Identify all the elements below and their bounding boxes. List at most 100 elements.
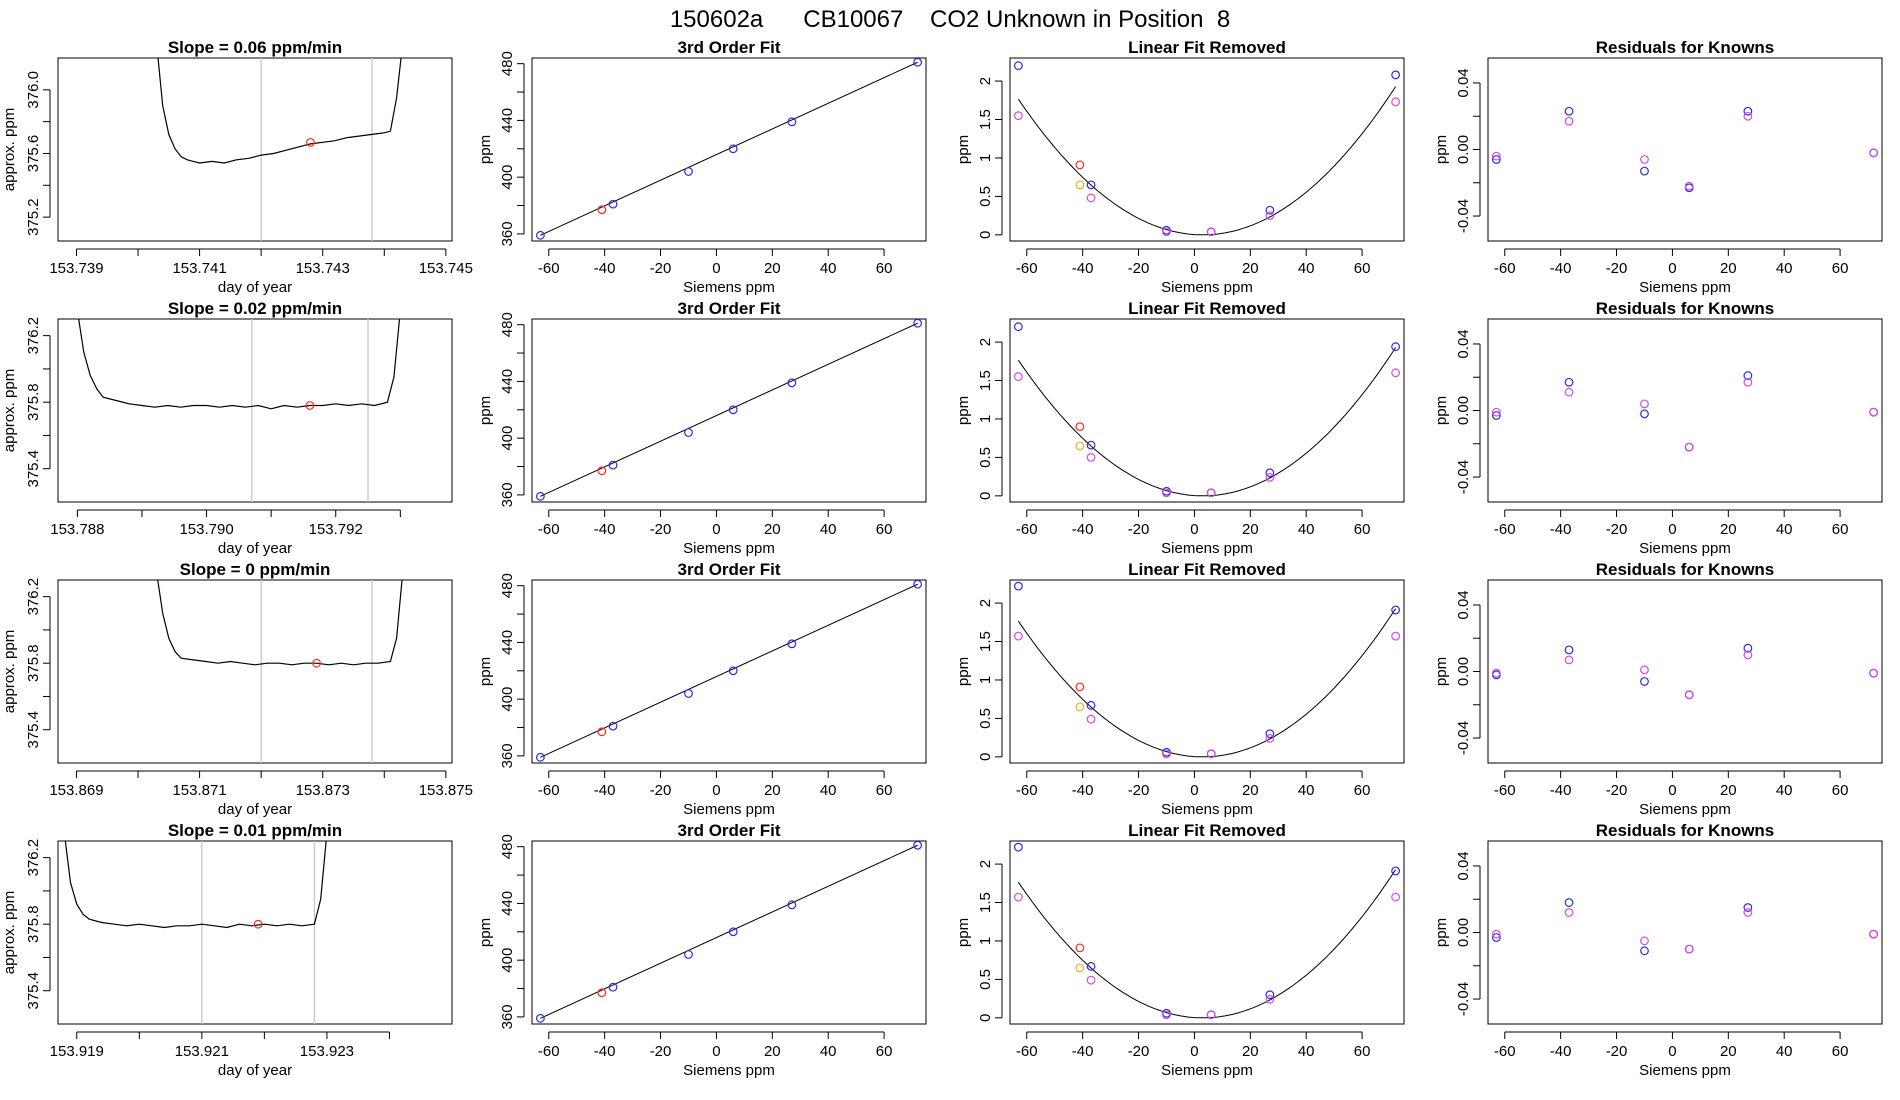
y-tick-label: -0.04 (1455, 721, 1472, 755)
x-tick-label: 20 (1242, 782, 1259, 799)
x-tick-label: 153.745 (419, 260, 473, 277)
y-axis-label: ppm (955, 657, 972, 686)
knowns-magenta-point (1265, 211, 1275, 221)
plot-frame (1009, 579, 1405, 764)
y-tick-label: 2 (977, 338, 994, 346)
knowns-point (535, 230, 545, 240)
panel-linear-fit-removed-4: Linear Fit Removed-60 -40 -20 0 20 40 60Siemen… (955, 821, 1405, 1079)
panel-title: Linear Fit Removed (1128, 560, 1286, 579)
x-tick-label: 20 (764, 260, 781, 277)
y-tick-label: 0.04 (1455, 329, 1472, 358)
y-tick-label: 1.5 (977, 631, 994, 652)
x-tick-label: -20 (650, 1043, 672, 1060)
x-tick-label: -20 (650, 782, 672, 799)
plot-area (1013, 581, 1401, 759)
x-axis-label: Siemens ppm (683, 1062, 775, 1079)
y-tick-label: 0.5 (977, 447, 994, 468)
y-tick-label: 1.5 (977, 370, 994, 391)
x-tick-label: -60 (1016, 521, 1038, 538)
knowns-magenta-point (1564, 655, 1574, 665)
y-tick-label: 1.5 (977, 892, 994, 913)
knowns-point (608, 982, 618, 992)
panel-title: Slope = 0.02 ppm/min (168, 299, 342, 318)
knowns-magenta-point (1564, 908, 1574, 917)
y-axis-label: ppm (477, 135, 494, 164)
x-tick-label: -60 (538, 521, 560, 538)
knowns-blue-point (1743, 106, 1753, 116)
knowns-point (728, 666, 738, 676)
x-tick-label: -40 (594, 521, 616, 538)
knowns-blue-point (1391, 342, 1401, 352)
knowns-point (684, 167, 693, 176)
knowns-magenta-point (1869, 929, 1879, 939)
panel-title: Linear Fit Removed (1128, 38, 1286, 57)
unknown-red-point (1075, 422, 1085, 432)
knowns-blue-point (1743, 643, 1753, 653)
x-axis-label: Siemens ppm (683, 279, 775, 296)
knowns-magenta-point (1684, 181, 1694, 191)
x-tick-label: -40 (594, 260, 616, 277)
x-tick-label: 20 (1720, 782, 1737, 799)
y-tick-label: 2 (977, 599, 994, 607)
y-tick-label: 1 (977, 676, 994, 684)
plot-area (1491, 106, 1879, 193)
x-tick-label: 60 (1832, 521, 1849, 538)
knowns-blue-point (1265, 990, 1275, 1000)
plot-frame (1487, 318, 1883, 503)
panel-residuals-2: Residuals for Knowns -60 -40 -20 0 20 40 60 Siem… (1433, 299, 1883, 557)
y-axis-label: approx. ppm (1, 108, 18, 191)
x-tick-label: -60 (1016, 782, 1038, 799)
plot-area (1013, 61, 1401, 237)
y-tick-label: 0.00 (1455, 135, 1472, 164)
knowns-blue-point (1640, 677, 1649, 686)
panel-title: 3rd Order Fit (678, 299, 781, 318)
knowns-magenta-point (1162, 1010, 1171, 1020)
panel-linear-fit-removed-3: Linear Fit Removed-60 -40 -20 0 20 40 60Siemen… (955, 560, 1405, 818)
y-tick-label: 360 (499, 221, 516, 246)
plot-frame (1009, 840, 1405, 1025)
x-tick-label: 20 (1720, 260, 1737, 277)
knowns-magenta-point (1743, 908, 1753, 917)
panel-title: 3rd Order Fit (678, 821, 781, 840)
panel-third-order-fit-1: 3rd Order Fit -60 -40 -20 0 20 40 60 Siemens ppm… (477, 38, 927, 296)
knowns-magenta-point (1743, 650, 1753, 660)
knowns-magenta-point (1391, 97, 1401, 107)
y-tick-label: 376.2 (25, 839, 42, 877)
x-tick-label: -20 (1128, 782, 1150, 799)
unknown-red-point (1075, 160, 1085, 170)
x-tick-label: 60 (1354, 1043, 1371, 1060)
plot-area (535, 58, 923, 240)
x-tick-label: 0 (712, 1043, 720, 1060)
x-tick-label: 153.921 (175, 1043, 229, 1060)
plot-frame (1009, 318, 1405, 503)
x-tick-label: -40 (1550, 521, 1572, 538)
x-tick-label: 60 (1354, 260, 1371, 277)
knowns-blue-point (1640, 409, 1649, 419)
x-tick-label: 0 (712, 782, 720, 799)
knowns-blue-point (1564, 645, 1574, 655)
knowns-magenta-point (1206, 488, 1216, 498)
x-tick-label: 40 (1298, 521, 1315, 538)
x-tick-label: 153.741 (172, 260, 226, 277)
knowns-blue-point (1013, 842, 1023, 852)
y-tick-label: 1 (977, 415, 994, 423)
knowns-blue-point (1391, 605, 1401, 615)
plot-frame (57, 318, 453, 503)
knowns-point (913, 841, 923, 850)
y-tick-label: 440 (499, 630, 516, 655)
quadratic-fit-curve (1017, 869, 1397, 1019)
panel-linear-fit-removed-1: Linear Fit Removed-60 -40 -20 0 20 40 60Siemen… (955, 38, 1405, 296)
y-tick-label: 375.2 (25, 198, 42, 236)
y-tick-label: 376.0 (25, 71, 42, 109)
x-tick-label: 0 (1190, 1043, 1198, 1060)
y-tick-label: 1 (977, 937, 994, 945)
x-tick-label: -60 (1494, 260, 1516, 277)
quadratic-fit-curve (1017, 608, 1397, 758)
y-tick-label: 0.04 (1455, 68, 1472, 97)
x-tick-label: -40 (594, 782, 616, 799)
x-tick-label: -20 (1128, 521, 1150, 538)
quadratic-fit-curve (1017, 86, 1397, 236)
y-tick-label: 0 (977, 231, 994, 239)
unknown-point (597, 466, 607, 476)
